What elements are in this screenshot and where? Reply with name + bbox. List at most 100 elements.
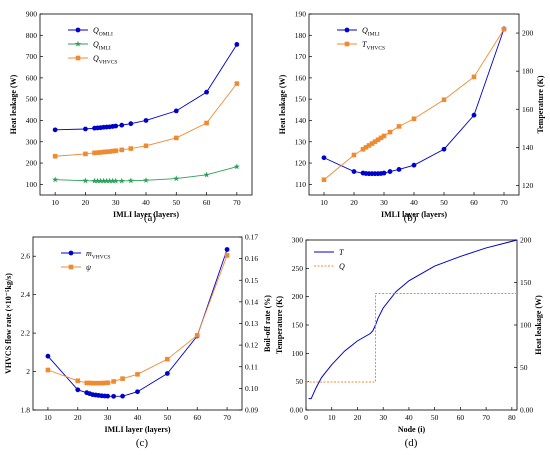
data-point xyxy=(45,353,51,359)
legend-item: mVHVCS xyxy=(61,249,110,261)
data-point xyxy=(45,367,51,373)
y-axis-label: Heat leakage (W) xyxy=(278,74,287,134)
chart-c: 10 20 30 40 50 60 70 1.8 2 2.2 2.4 2.6 0.09 0.10 0.11 0… xyxy=(4,233,272,450)
y-right-tick-label: 160 xyxy=(522,105,534,114)
data-point xyxy=(83,151,88,157)
data-point xyxy=(194,333,200,338)
data-point xyxy=(381,133,387,139)
legend-item: QIMLI xyxy=(337,26,380,38)
data-point xyxy=(101,149,106,155)
y-right-tick-label: 0.12 xyxy=(245,341,258,350)
data-point xyxy=(109,177,116,184)
x-tick-label: 50 xyxy=(164,413,172,422)
legend-subscript: VHVCS xyxy=(99,60,118,66)
y-tick-label: 300 xyxy=(26,137,38,146)
legend-label: QIMLI xyxy=(362,26,380,38)
data-point xyxy=(321,155,327,161)
y-tick-label: 1.8 xyxy=(21,406,31,415)
y-tick-label: 2.4 xyxy=(21,290,31,299)
series-line xyxy=(47,255,228,384)
y-right-tick-label: 100 xyxy=(520,321,532,330)
data-point xyxy=(102,380,107,386)
series-2 xyxy=(52,81,240,159)
series-1 xyxy=(45,253,230,386)
legend-item: T xyxy=(314,248,344,257)
data-point xyxy=(111,393,117,399)
data-point xyxy=(92,150,97,156)
legend-label: mVHVCS xyxy=(86,249,110,261)
x-tick-label: 70 xyxy=(500,198,508,207)
y-tick-label: 100 xyxy=(26,180,38,189)
plot-frame xyxy=(308,13,520,196)
data-point xyxy=(128,146,134,151)
y-tick-label: 2.2 xyxy=(21,329,31,338)
legend-item: Q xyxy=(314,262,345,271)
y-axis-label: VHVCS flow rate (×10⁻⁵kg/s) xyxy=(4,273,13,374)
y-tick-label: 130 xyxy=(295,137,307,146)
data-point xyxy=(83,126,88,132)
y-tick-label: 500 xyxy=(26,95,38,104)
y-right-tick-label: 0.14 xyxy=(245,297,258,306)
x-axis-label: IMLI layer (layers) xyxy=(381,210,447,219)
legend-name: Q xyxy=(362,26,368,35)
data-point xyxy=(224,253,230,258)
legend-label: QOMLI xyxy=(93,26,113,38)
data-point xyxy=(234,42,240,47)
y-right-tick-label: 50 xyxy=(520,363,528,372)
y-right-tick-label: 200 xyxy=(520,236,532,245)
data-point xyxy=(224,247,230,252)
y-right-tick-label: 0.09 xyxy=(245,406,258,415)
data-point xyxy=(118,177,125,184)
data-point xyxy=(110,148,115,154)
plot-frame xyxy=(39,13,253,196)
legend-subscript: IMLI xyxy=(99,46,111,52)
plot-frame xyxy=(305,239,518,411)
data-point xyxy=(113,123,119,129)
data-point xyxy=(107,149,112,154)
series-0 xyxy=(308,239,518,400)
data-point xyxy=(411,162,417,168)
x-tick-label: 30 xyxy=(104,413,112,422)
data-point xyxy=(82,177,89,184)
x-tick-label: 40 xyxy=(410,198,418,207)
x-tick-label: 60 xyxy=(193,413,201,422)
data-point xyxy=(204,89,209,95)
x-tick-label: 50 xyxy=(431,413,439,422)
series-line xyxy=(323,29,505,181)
data-point xyxy=(120,376,125,381)
y-tick-label: 110 xyxy=(295,180,306,189)
data-point xyxy=(369,141,375,146)
data-point xyxy=(105,393,111,399)
data-point xyxy=(91,177,98,184)
data-point xyxy=(127,177,134,184)
data-point xyxy=(363,145,369,150)
x-tick-label: 30 xyxy=(380,198,388,207)
y-tick-label: 190 xyxy=(295,10,307,19)
y-right-tick-label: 180 xyxy=(522,67,534,76)
data-point xyxy=(106,177,113,184)
data-point xyxy=(52,127,58,133)
legend-item: QIMLI xyxy=(68,40,111,52)
x-tick-label: 80 xyxy=(508,413,516,422)
data-point xyxy=(471,112,477,118)
data-point xyxy=(441,97,447,103)
data-point xyxy=(143,118,149,123)
x-axis-label: IMLI layer (layers) xyxy=(104,425,170,434)
data-point xyxy=(75,387,81,393)
x-tick-label: 70 xyxy=(233,198,241,207)
data-point xyxy=(501,26,507,32)
data-point xyxy=(471,74,477,80)
legend-item: QVHVCS xyxy=(68,54,117,66)
data-point xyxy=(128,121,134,127)
data-point xyxy=(103,177,110,184)
y-tick-label: 250 xyxy=(292,264,304,273)
data-point xyxy=(372,139,378,144)
y-right-tick-label: 0.13 xyxy=(245,319,258,328)
data-point xyxy=(119,147,125,153)
data-point xyxy=(396,167,402,172)
data-point xyxy=(143,143,149,149)
x-tick-label: 60 xyxy=(203,198,211,207)
legend-subscript: VHVCS xyxy=(92,255,111,261)
x-tick-label: 20 xyxy=(82,198,90,207)
x-axis-label: Node (i) xyxy=(398,425,426,434)
